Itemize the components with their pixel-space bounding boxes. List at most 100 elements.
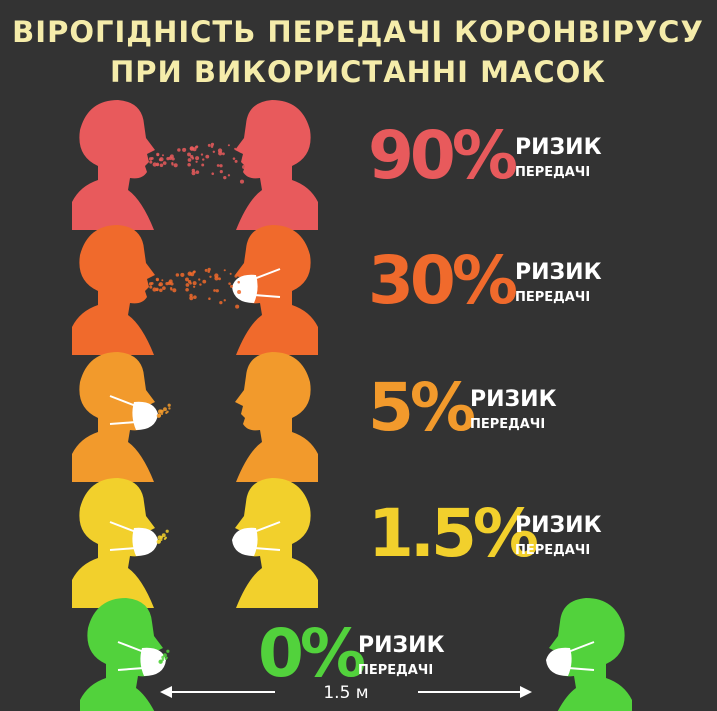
droplet (228, 282, 231, 285)
droplet (219, 164, 223, 168)
droplet (218, 151, 223, 156)
risk-percent: 5% (368, 369, 475, 446)
droplet (204, 268, 208, 272)
head (546, 598, 632, 711)
risk-sublabel: ПЕРЕДАЧІ (470, 417, 545, 432)
droplet (148, 157, 153, 161)
droplet (160, 412, 164, 416)
droplet (158, 283, 162, 287)
risk-sublabel: ПЕРЕДАЧІ (515, 290, 590, 305)
droplet (198, 278, 201, 281)
droplet (156, 413, 162, 418)
droplet (192, 281, 197, 286)
title: ПРИ ВИКОРИСТАННІ МАСОК (110, 55, 606, 89)
droplet (229, 272, 232, 275)
risk-label: РИЗИК (515, 260, 602, 285)
droplet (170, 288, 173, 291)
droplet (207, 267, 211, 271)
head-silhouette (80, 598, 163, 711)
droplet (234, 147, 237, 150)
droplet (234, 274, 238, 278)
droplet (213, 289, 216, 292)
droplet (156, 163, 159, 167)
droplet (192, 285, 196, 288)
droplet (237, 289, 242, 294)
mask-strap (109, 521, 137, 551)
droplet (159, 288, 163, 293)
droplet (185, 283, 190, 287)
droplet (211, 172, 215, 175)
droplet (190, 154, 194, 159)
droplet (239, 149, 243, 153)
droplet (158, 659, 163, 664)
droplet (230, 284, 234, 288)
droplet (187, 162, 191, 167)
head-silhouette (235, 100, 318, 230)
droplet (182, 147, 187, 152)
head-silhouette (549, 598, 632, 711)
head-silhouette (235, 225, 318, 355)
droplet (159, 409, 163, 413)
head (72, 100, 155, 230)
mask-strap (253, 268, 281, 298)
droplet (227, 144, 230, 147)
droplet (161, 279, 164, 282)
droplet (242, 164, 247, 169)
mask (132, 527, 158, 556)
droplet (223, 269, 226, 272)
droplet (148, 282, 153, 286)
head (235, 352, 318, 482)
droplets (158, 649, 170, 664)
droplet (199, 283, 202, 286)
droplet (234, 159, 238, 163)
droplet (210, 145, 214, 148)
head (80, 598, 166, 711)
droplet (227, 174, 231, 177)
droplet (210, 142, 215, 146)
title: ВІРОГІДНІСТЬ ПЕРЕДАЧІ КОРОНВІРУСУ (12, 15, 704, 49)
droplets (148, 142, 247, 184)
head-silhouette (72, 352, 155, 482)
risk-label: РИЗИК (515, 513, 602, 538)
droplet (167, 403, 171, 407)
droplets (156, 403, 171, 418)
risk-sublabel: ПЕРЕДАЧІ (515, 165, 590, 180)
mask (132, 401, 158, 430)
droplet (219, 169, 223, 174)
head (72, 352, 158, 482)
droplet (173, 163, 178, 168)
head (232, 478, 318, 608)
droplet (157, 535, 162, 540)
droplet (164, 536, 168, 540)
risk-label: РИЗИК (470, 387, 557, 412)
droplet (172, 288, 177, 293)
droplet (223, 176, 227, 180)
droplet (207, 143, 211, 147)
head (235, 100, 318, 230)
mask (140, 647, 166, 676)
mask (232, 527, 258, 556)
droplet (155, 288, 159, 292)
droplet (216, 164, 220, 167)
droplet (187, 279, 192, 284)
risk-percent: 0% (258, 615, 365, 692)
droplet (242, 155, 245, 159)
droplet (215, 289, 219, 293)
head (72, 478, 158, 608)
droplet (162, 286, 166, 290)
risk-sublabel: ПЕРЕДАЧІ (358, 663, 433, 678)
droplet (195, 170, 200, 174)
droplet (212, 150, 216, 153)
droplet (168, 279, 173, 284)
risk-label: РИЗИК (515, 135, 602, 160)
distance-arrow (160, 686, 532, 698)
droplet (202, 158, 205, 161)
droplet (189, 146, 194, 151)
droplets (148, 267, 242, 309)
droplet (194, 145, 198, 149)
droplet (208, 297, 211, 300)
droplet (237, 280, 240, 284)
mask-strap (109, 395, 137, 425)
droplet (161, 154, 164, 157)
